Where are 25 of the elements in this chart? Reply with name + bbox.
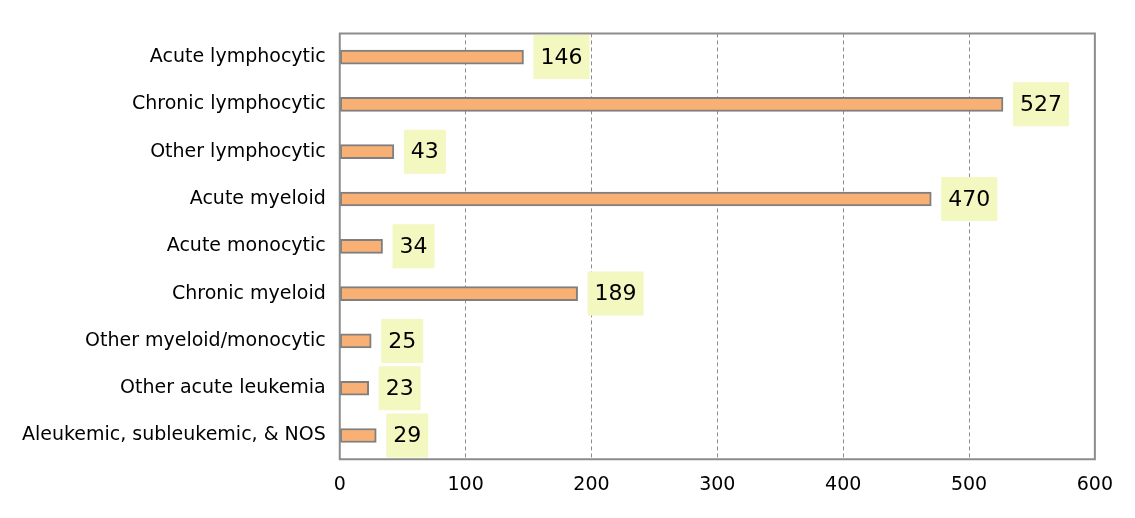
y-tick-label: Chronic lymphocytic bbox=[131, 91, 326, 114]
x-tick-label: 100 bbox=[447, 471, 484, 494]
data-label: 29 bbox=[393, 422, 422, 448]
y-tick-label: Acute lymphocytic bbox=[149, 43, 326, 66]
y-tick-label: Other lymphocytic bbox=[150, 138, 326, 161]
y-tick-label: Chronic myeloid bbox=[171, 280, 326, 303]
data-label: 146 bbox=[540, 43, 583, 69]
y-tick-label: Acute monocytic bbox=[166, 233, 326, 256]
data-label: 189 bbox=[594, 280, 637, 306]
y-tick-label: Acute myeloid bbox=[189, 185, 326, 208]
x-tick-label: 500 bbox=[950, 471, 988, 494]
x-tick-label: 200 bbox=[573, 471, 610, 494]
x-tick-label: 600 bbox=[1076, 471, 1113, 494]
data-label: 25 bbox=[388, 327, 417, 353]
data-label: 43 bbox=[410, 138, 439, 164]
x-tick-label: 400 bbox=[825, 471, 862, 494]
y-tick-label: Aleukemic, subleukemic, & NOS bbox=[21, 422, 326, 445]
y-tick-label: Other acute leukemia bbox=[119, 375, 326, 398]
data-label: 23 bbox=[385, 374, 414, 400]
y-tick-label: Other myeloid/monocytic bbox=[85, 327, 326, 350]
x-tick-label: 300 bbox=[699, 471, 736, 494]
data-label: 470 bbox=[948, 185, 991, 211]
data-label: 527 bbox=[1020, 91, 1062, 117]
data-label: 34 bbox=[399, 233, 428, 259]
x-tick-label: 0 bbox=[333, 471, 346, 494]
